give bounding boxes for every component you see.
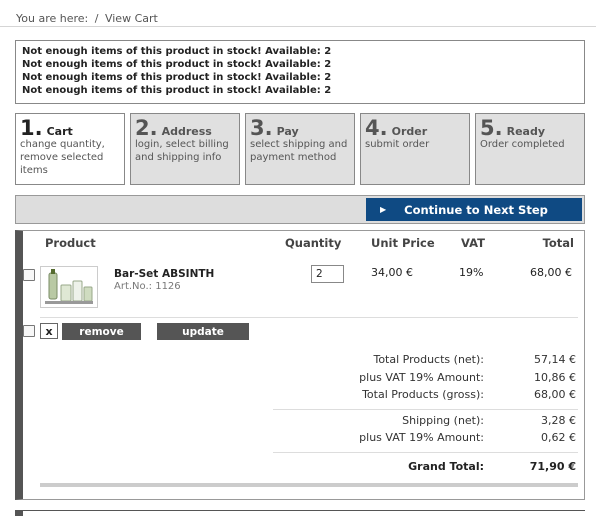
grand-total-label: Grand Total: — [408, 460, 484, 473]
continue-button-label: Continue to Next Step — [404, 202, 548, 217]
next-section-edge — [15, 510, 585, 516]
cart-table: Product Quantity Unit Price VAT Total Ba… — [15, 230, 585, 500]
step-number: 4. — [365, 116, 388, 140]
continue-button[interactable]: ▶ Continue to Next Step — [366, 198, 582, 221]
arrow-right-icon: ▶ — [380, 205, 387, 214]
step-address[interactable]: 2. Address login, select billing and ship… — [130, 113, 240, 185]
line-total: 68,00 € — [530, 266, 572, 279]
total-net-label: Total Products (net): — [373, 353, 484, 366]
step-description: Order completed — [480, 139, 565, 150]
header-total: Total — [542, 236, 574, 250]
next-step-bar: ▶ Continue to Next Step — [15, 195, 585, 224]
step-number: 3. — [250, 116, 273, 140]
shipping-value: 3,28 € — [541, 414, 576, 427]
quantity-input[interactable] — [311, 265, 344, 283]
stock-alert: Not enough items of this product in stoc… — [22, 85, 332, 96]
breadcrumb-prefix: You are here: — [16, 12, 89, 25]
stock-alert: Not enough items of this product in stoc… — [22, 72, 332, 83]
step-title: Cart — [46, 125, 73, 138]
step-title: Pay — [276, 125, 299, 138]
step-ready[interactable]: 5. Ready Order completed — [475, 113, 585, 185]
header-vat: VAT — [461, 236, 485, 250]
header-divider — [0, 26, 596, 27]
step-number: 1. — [20, 116, 43, 140]
shipping-label: Shipping (net): — [402, 414, 484, 427]
row-divider — [40, 317, 578, 318]
step-order[interactable]: 4. Order submit order — [360, 113, 470, 185]
shipping-vat-value: 0,62 € — [541, 431, 576, 444]
total-gross-label: Total Products (gross): — [362, 388, 484, 401]
total-net-value: 57,14 € — [534, 353, 576, 366]
step-description: change quantity, remove selected items — [20, 139, 105, 176]
unit-price: 34,00 € — [371, 266, 413, 279]
step-title: Ready — [506, 125, 545, 138]
step-cart[interactable]: 1. Cart change quantity, remove selected … — [15, 113, 125, 185]
breadcrumb: You are here: / View Cart — [16, 12, 158, 25]
shipping-vat-label: plus VAT 19% Amount: — [359, 431, 484, 444]
select-all-checkbox[interactable] — [23, 325, 35, 337]
header-unit-price: Unit Price — [371, 236, 435, 250]
step-number: 5. — [480, 116, 503, 140]
step-number: 2. — [135, 116, 158, 140]
stock-alerts: Not enough items of this product in stoc… — [15, 40, 585, 104]
row-select-checkbox[interactable] — [23, 269, 35, 281]
step-description: select shipping and payment method — [250, 139, 348, 163]
stock-alert: Not enough items of this product in stoc… — [22, 59, 332, 70]
step-description: submit order — [365, 139, 430, 150]
product-name[interactable]: Bar-Set ABSINTH — [114, 268, 215, 280]
remove-button[interactable]: remove — [62, 323, 141, 340]
clear-x-button[interactable]: x — [40, 323, 58, 339]
summary-divider — [273, 409, 578, 410]
grand-total-value: 71,90 € — [529, 460, 576, 473]
vat-amount-value: 10,86 € — [534, 371, 576, 384]
step-title: Order — [391, 125, 428, 138]
stock-alert: Not enough items of this product in stoc… — [22, 46, 332, 57]
table-bottom-bar — [40, 483, 578, 487]
vat-rate: 19% — [459, 266, 484, 279]
breadcrumb-separator: / — [94, 12, 99, 25]
product-image-icon — [45, 269, 93, 304]
step-description: login, select billing and shipping info — [135, 139, 229, 163]
step-pay[interactable]: 3. Pay select shipping and payment method — [245, 113, 355, 185]
total-gross-value: 68,00 € — [534, 388, 576, 401]
update-button[interactable]: update — [157, 323, 249, 340]
product-art-no: Art.No.: 1126 — [114, 281, 181, 292]
header-quantity: Quantity — [285, 236, 342, 250]
vat-amount-label: plus VAT 19% Amount: — [359, 371, 484, 384]
header-product: Product — [45, 236, 96, 250]
product-thumbnail — [40, 266, 98, 308]
step-title: Address — [161, 125, 212, 138]
breadcrumb-current: View Cart — [104, 12, 158, 25]
summary-divider — [273, 452, 578, 453]
